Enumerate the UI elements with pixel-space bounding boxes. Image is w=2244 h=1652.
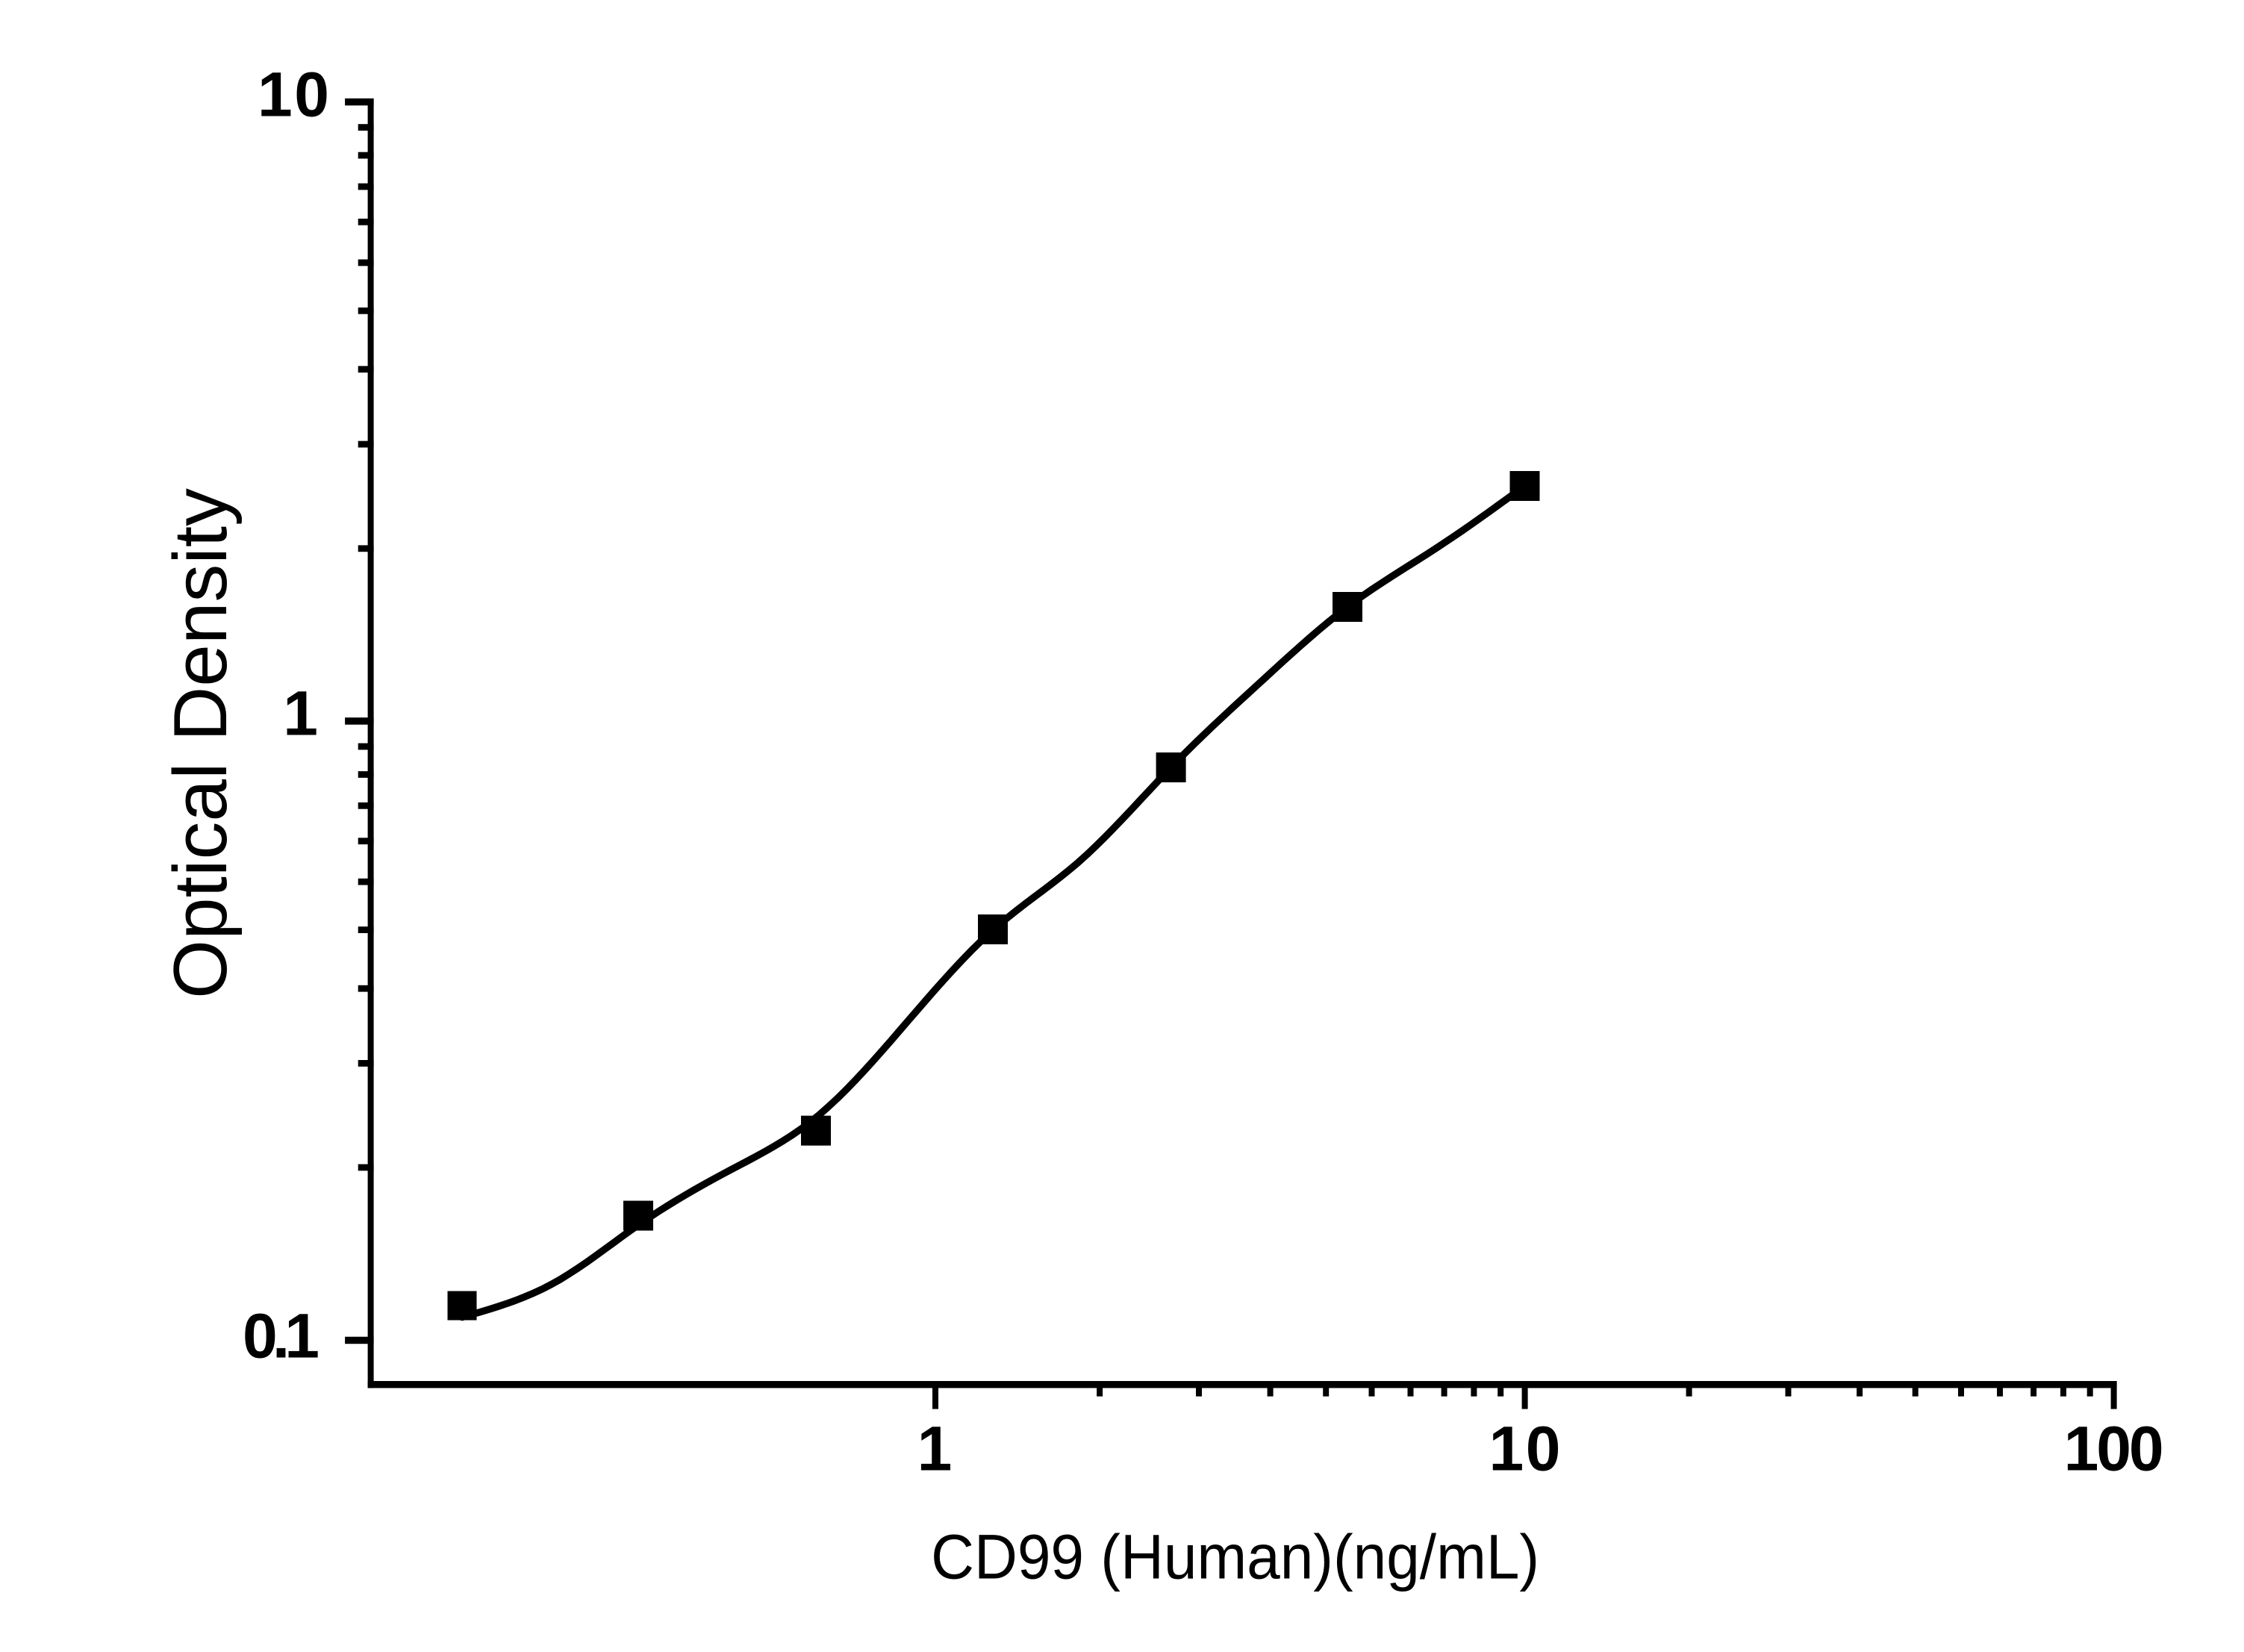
svg-text:0.1: 0.1 xyxy=(243,1301,320,1371)
svg-text:Optical Density: Optical Density xyxy=(159,487,243,999)
svg-text:CD99 (Human)(ng/mL): CD99 (Human)(ng/mL) xyxy=(931,1522,1539,1592)
svg-text:1: 1 xyxy=(917,1414,953,1484)
svg-text:100: 100 xyxy=(2064,1414,2164,1484)
svg-text:1: 1 xyxy=(283,679,318,749)
